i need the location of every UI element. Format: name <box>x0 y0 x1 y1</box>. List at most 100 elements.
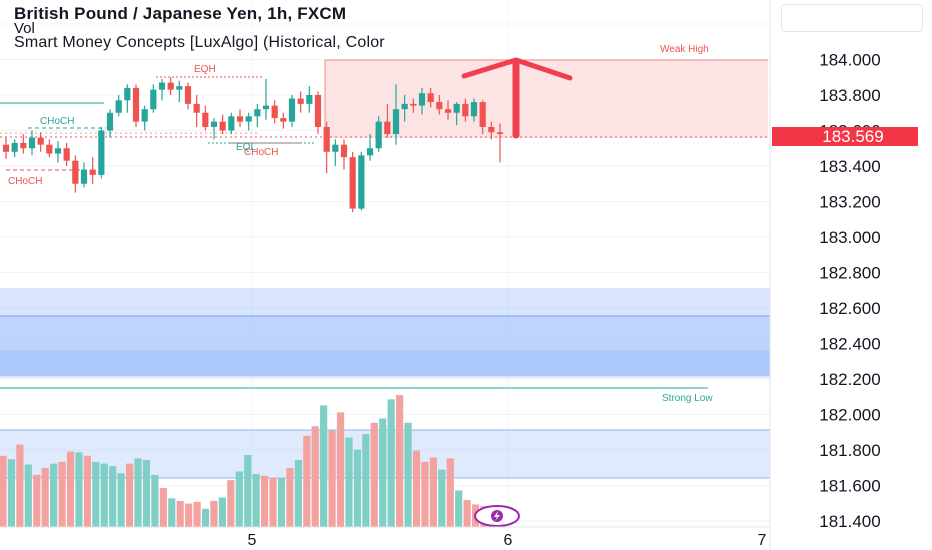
candle-body <box>11 142 18 152</box>
volume-bar <box>134 458 142 527</box>
volume-bar <box>7 459 16 527</box>
volume-bar <box>142 460 151 527</box>
volume-bar <box>421 461 429 527</box>
candle-body <box>106 112 114 131</box>
price-tick-label: 183.800 <box>819 86 880 105</box>
volume-bar <box>446 458 454 527</box>
volume-bar <box>412 450 421 527</box>
candle-body <box>245 116 252 122</box>
candle-body <box>392 109 400 135</box>
volume-bar <box>218 497 227 527</box>
candle-body <box>72 160 79 184</box>
volume-bar <box>58 461 66 527</box>
time-tick-label: 7 <box>758 532 767 549</box>
candle-body <box>280 118 287 122</box>
candle-body <box>427 93 434 103</box>
candle-body <box>37 137 44 145</box>
candle-body <box>46 144 53 154</box>
candle-body <box>366 148 374 156</box>
volume-indicator-label: Vol <box>14 20 35 37</box>
volume-bar <box>429 457 437 527</box>
volume-bar <box>404 422 412 527</box>
structure-lines <box>0 76 770 171</box>
arrow-up-icon <box>461 57 573 139</box>
time-tick-label: 5 <box>248 532 257 549</box>
volume-bar <box>117 473 125 527</box>
candle-body <box>254 109 261 117</box>
volume-bar <box>286 467 294 527</box>
volume-bar <box>83 455 91 527</box>
price-tick-label: 182.800 <box>819 264 880 283</box>
demand-zone-outer <box>0 288 770 378</box>
volume-bar <box>151 474 159 527</box>
symbol-title: British Pound / Japanese Yen, 1h, FXCM <box>14 4 347 23</box>
volume-bar <box>463 500 471 527</box>
time-tick-label: 6 <box>504 532 513 549</box>
candle-body <box>488 126 495 133</box>
volume-bar <box>92 461 100 527</box>
volume-bar <box>193 501 201 527</box>
candle-body <box>236 116 244 122</box>
current-price-tag <box>772 127 918 146</box>
price-tick-label: 182.600 <box>819 299 880 318</box>
candle-body <box>444 109 452 113</box>
demand-zone-middle <box>0 316 770 376</box>
choch-label-2: CHoCH <box>8 176 42 187</box>
volume-bar <box>0 455 7 527</box>
volume-bar <box>252 474 260 527</box>
candle-body <box>184 86 192 104</box>
price-axis[interactable]: 184.200184.000183.800183.600183.400183.2… <box>819 15 880 531</box>
volume-bar <box>396 395 404 527</box>
volume-bar <box>159 487 167 527</box>
volume-bar <box>227 480 235 527</box>
candle-body <box>219 121 226 131</box>
candle-body <box>314 95 322 127</box>
candle-body <box>462 103 469 117</box>
price-tick-label: 183.000 <box>819 228 880 247</box>
candle-body <box>54 148 62 154</box>
top-right-control[interactable] <box>781 4 923 32</box>
candle-body <box>124 87 131 101</box>
candle-body <box>210 121 218 127</box>
choch-label-1: CHoCH <box>40 116 74 127</box>
candle-body <box>418 93 426 106</box>
volume-bar <box>244 454 252 527</box>
flash-icon[interactable] <box>474 505 520 527</box>
candle-body <box>410 103 417 106</box>
volume-bar <box>328 430 336 527</box>
volume-bar <box>75 452 83 527</box>
candle-body <box>340 144 348 158</box>
price-tick-label: 183.200 <box>819 193 880 212</box>
volume-bar <box>260 475 269 527</box>
candle-body <box>150 89 157 110</box>
volume-bar <box>269 477 277 527</box>
volume-bar <box>438 469 446 527</box>
candle-body <box>2 144 10 152</box>
volume-bar <box>176 500 184 527</box>
volume-bar <box>311 426 319 527</box>
price-tick-label: 181.600 <box>819 477 880 496</box>
demand-zone-inner <box>0 350 770 376</box>
candle-body <box>20 142 27 149</box>
candle-body <box>80 169 88 184</box>
volume-bar <box>336 412 345 527</box>
volume-bar <box>362 434 370 527</box>
volume-bar <box>24 464 32 527</box>
candlesticks <box>2 77 504 213</box>
price-tick-label: 181.800 <box>819 441 880 460</box>
candle-body <box>202 112 209 127</box>
price-tick-label: 184.000 <box>819 51 880 70</box>
volume-bar <box>125 463 134 527</box>
candle-body <box>470 102 478 117</box>
time-axis[interactable]: 5 6 7 <box>248 532 767 549</box>
candle-body <box>496 132 504 135</box>
volume-bar <box>33 474 41 527</box>
candle-body <box>401 103 408 110</box>
volume-bar <box>185 503 193 527</box>
candle-body <box>358 155 365 209</box>
volume-bar <box>16 444 24 527</box>
candle-body <box>323 126 330 152</box>
volume-bar <box>235 471 243 527</box>
candle-body <box>176 86 183 90</box>
